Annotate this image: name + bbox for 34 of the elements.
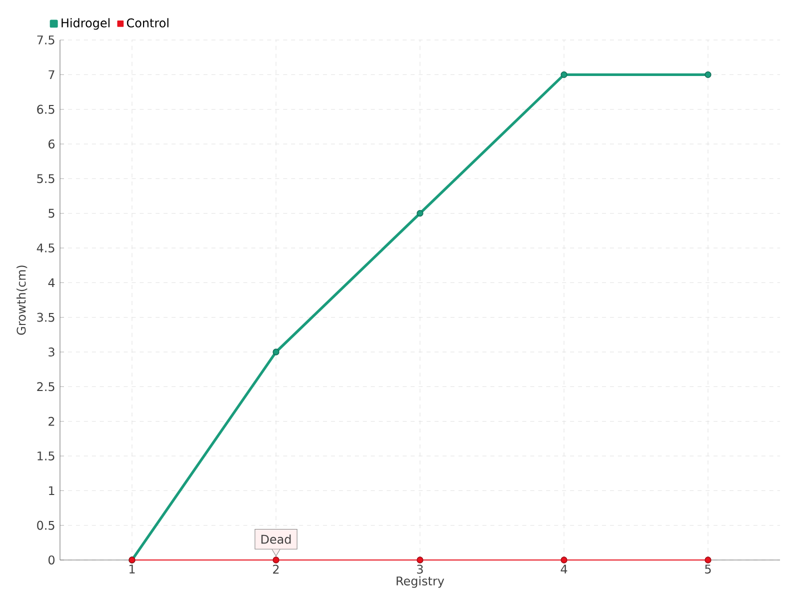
y-tick-label: 0 (48, 555, 55, 565)
point (272, 348, 280, 356)
point (416, 210, 424, 217)
point (272, 556, 280, 564)
legend-label: Hidrogel (62, 18, 110, 30)
y-tick-label: 6 (48, 139, 55, 149)
y-tick-label: 1.5 (38, 452, 54, 460)
y-tick-label: 6.5 (37, 104, 54, 114)
y-tick-label: 4 (48, 278, 55, 288)
y-tick-label: 0.5 (37, 520, 54, 530)
point (704, 71, 712, 78)
annotation: Dead (261, 534, 291, 544)
y-tick-label: 2.5 (37, 382, 54, 392)
y-tick-label: 5 (48, 208, 54, 218)
point (560, 556, 568, 564)
x-tick-label: 2 (273, 564, 279, 574)
y-tick-label: 3 (48, 347, 54, 357)
x-tick-label: 4 (560, 564, 568, 574)
point (704, 556, 712, 564)
x-tick-label: 1 (130, 564, 135, 574)
y-axis-title: Growth(cm) (16, 266, 28, 335)
x-axis-title: Registry (396, 576, 444, 588)
y-tick-label: 7 (48, 70, 54, 80)
y-tick-label: 1 (49, 486, 54, 496)
point (416, 556, 424, 564)
legend-label: Control (126, 18, 168, 28)
y-tick-label: 5.5 (37, 174, 54, 184)
y-tick-label: 3.5 (37, 312, 54, 322)
x-tick-label: 3 (417, 564, 423, 574)
point (560, 71, 568, 78)
x-tick-label: 5 (705, 564, 711, 574)
y-tick-label: 7.5 (37, 36, 54, 44)
y-tick-label: 2 (48, 416, 54, 426)
y-tick-label: 4.5 (36, 244, 54, 252)
